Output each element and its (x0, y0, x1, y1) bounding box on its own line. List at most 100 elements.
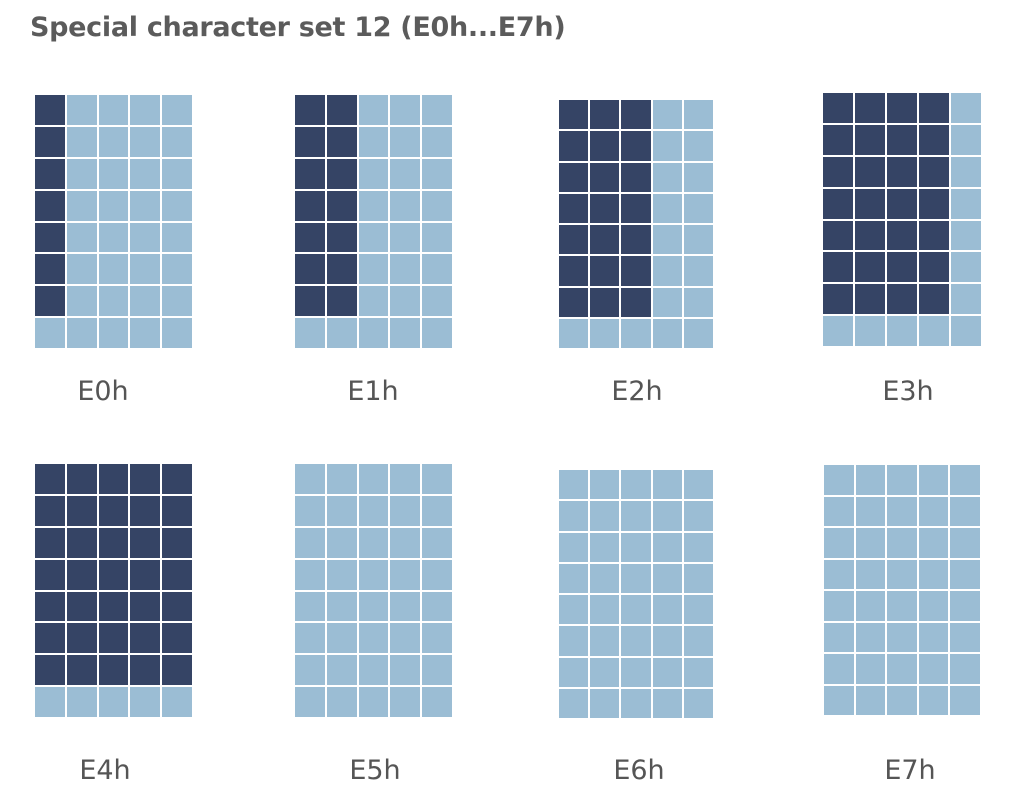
pixel-on (590, 193, 620, 223)
pixel-on (919, 252, 949, 283)
pixel-on (98, 559, 129, 590)
pixel-off (358, 591, 389, 622)
pixel-off (358, 559, 389, 590)
pixel-off (951, 284, 981, 315)
pixel-on (887, 284, 917, 315)
pixel-off (422, 591, 452, 622)
char-e6h-grid (559, 470, 713, 718)
pixel-on (590, 225, 620, 255)
pixel-off (824, 685, 854, 715)
pixel-off (422, 318, 452, 348)
pixel-off (683, 470, 713, 500)
pixel-on (295, 95, 325, 125)
pixel-on (295, 222, 325, 253)
pixel-off (66, 254, 97, 285)
pixel-off (887, 496, 917, 526)
pixel-off (683, 595, 713, 625)
pixel-off (951, 156, 981, 187)
pixel-off (950, 654, 980, 684)
pixel-on (35, 254, 65, 285)
pixel-off (358, 95, 389, 125)
pixel-off (950, 559, 980, 589)
char-e7h-grid (824, 465, 980, 715)
pixel-on (855, 252, 885, 283)
pixel-off (390, 655, 421, 686)
pixel-off (887, 622, 917, 652)
pixel-off (326, 591, 357, 622)
pixel-off (358, 495, 389, 526)
pixel-on (35, 623, 65, 654)
pixel-on (919, 156, 949, 187)
pixel-off (390, 527, 421, 558)
char-e3h-label: E3h (882, 376, 934, 407)
pixel-off (683, 318, 713, 348)
pixel-off (855, 465, 886, 495)
pixel-on (98, 464, 129, 494)
pixel-on (66, 591, 97, 622)
pixel-off (66, 190, 97, 221)
pixel-off (295, 527, 325, 558)
pixel-on (621, 225, 651, 255)
pixel-on (590, 131, 620, 161)
pixel-on (855, 156, 885, 187)
pixel-off (390, 286, 421, 317)
pixel-on (823, 284, 853, 315)
pixel-on (590, 287, 620, 317)
pixel-on (919, 124, 949, 155)
pixel-on (919, 220, 949, 251)
pixel-on (326, 254, 357, 285)
pixel-off (621, 470, 651, 500)
pixel-on (823, 220, 853, 251)
pixel-off (559, 657, 589, 687)
pixel-off (683, 256, 713, 286)
pixel-off (950, 496, 980, 526)
pixel-off (390, 623, 421, 654)
pixel-off (358, 190, 389, 221)
pixel-off (918, 685, 949, 715)
pixel-on (823, 156, 853, 187)
pixel-off (683, 287, 713, 317)
pixel-off (422, 687, 452, 717)
pixel-on (98, 591, 129, 622)
pixel-on (98, 623, 129, 654)
pixel-off (66, 95, 97, 125)
char-e1h-grid (295, 95, 452, 348)
pixel-off (98, 95, 129, 125)
pixel-off (683, 162, 713, 192)
pixel-off (326, 464, 357, 494)
pixel-off (390, 190, 421, 221)
pixel-on (162, 623, 192, 654)
pixel-off (162, 95, 192, 125)
pixel-off (422, 623, 452, 654)
pixel-on (130, 464, 161, 494)
pixel-off (621, 501, 651, 531)
pixel-off (98, 687, 129, 717)
pixel-off (887, 591, 917, 621)
pixel-off (824, 591, 854, 621)
pixel-on (35, 527, 65, 558)
pixel-off (683, 532, 713, 562)
pixel-off (652, 225, 682, 255)
pixel-off (358, 527, 389, 558)
pixel-off (824, 559, 854, 589)
pixel-off (951, 188, 981, 219)
pixel-on (35, 495, 65, 526)
pixel-off (652, 193, 682, 223)
pixel-on (326, 126, 357, 157)
pixel-on (621, 287, 651, 317)
pixel-on (590, 100, 620, 130)
pixel-off (652, 532, 682, 562)
pixel-off (162, 286, 192, 317)
pixel-off (951, 220, 981, 251)
pixel-off (855, 654, 886, 684)
pixel-off (918, 622, 949, 652)
pixel-off (295, 687, 325, 717)
pixel-off (590, 657, 620, 687)
pixel-off (950, 591, 980, 621)
pixel-on (823, 188, 853, 219)
pixel-on (295, 286, 325, 317)
pixel-off (652, 563, 682, 593)
pixel-off (295, 495, 325, 526)
pixel-off (652, 688, 682, 718)
pixel-off (295, 623, 325, 654)
